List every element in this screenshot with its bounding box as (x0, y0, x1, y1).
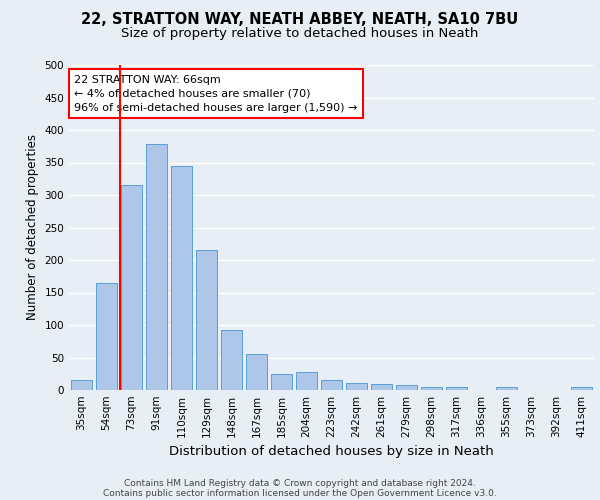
Bar (146, 144, 167, 390)
Bar (371, 384, 392, 390)
Text: Size of property relative to detached houses in Neath: Size of property relative to detached ho… (121, 28, 479, 40)
Text: Contains public sector information licensed under the Open Government Licence v3: Contains public sector information licen… (103, 488, 497, 498)
Text: Contains HM Land Registry data © Crown copyright and database right 2024.: Contains HM Land Registry data © Crown c… (124, 478, 476, 488)
Bar (246, 354, 267, 390)
Text: 22 STRATTON WAY: 66sqm
← 4% of detached houses are smaller (70)
96% of semi-deta: 22 STRATTON WAY: 66sqm ← 4% of detached … (74, 74, 358, 113)
Bar (221, 330, 242, 390)
Bar (346, 383, 367, 390)
Bar (496, 388, 517, 390)
Bar (421, 387, 442, 390)
Bar (446, 388, 467, 390)
Bar (271, 374, 292, 390)
Y-axis label: Number of detached properties: Number of detached properties (26, 134, 39, 320)
Bar (196, 250, 217, 390)
Bar (121, 185, 142, 390)
Bar (571, 388, 592, 390)
Bar (171, 166, 192, 390)
Bar (71, 380, 92, 390)
Bar (321, 380, 342, 390)
X-axis label: Distribution of detached houses by size in Neath: Distribution of detached houses by size … (169, 446, 494, 458)
Bar (396, 385, 417, 390)
Text: 22, STRATTON WAY, NEATH ABBEY, NEATH, SA10 7BU: 22, STRATTON WAY, NEATH ABBEY, NEATH, SA… (82, 12, 518, 28)
Bar (96, 283, 117, 390)
Bar (296, 372, 317, 390)
